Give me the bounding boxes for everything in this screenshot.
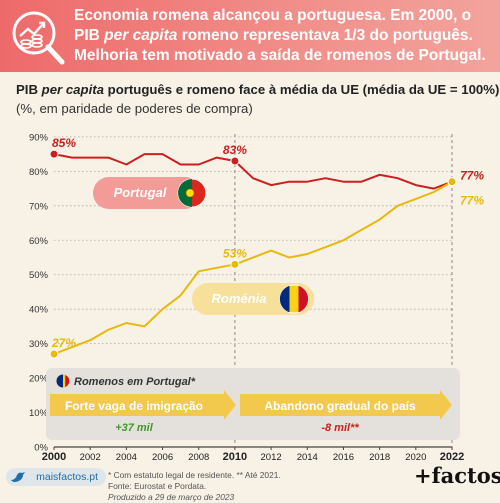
romania-label: Roménia <box>212 291 267 306</box>
chart-subtitle: PIB per capita português e romeno face à… <box>16 80 500 118</box>
growth-chart-magnifier-icon <box>12 11 65 65</box>
series-line-portugal <box>53 153 453 190</box>
x-tick-label: 2022 <box>440 451 464 463</box>
x-tick-label: 2010 <box>223 451 247 463</box>
footnote: * Com estatuto legal de residente. ** At… <box>108 470 281 503</box>
header-line-1: Economia romena alcançou a portuguesa. E… <box>74 7 472 24</box>
site-label[interactable]: maisfactos.pt <box>6 468 106 486</box>
flag-emblem <box>185 188 195 198</box>
flag-blue <box>56 374 63 388</box>
footnote-line-1: * Com estatuto legal de residente. ** At… <box>108 470 281 480</box>
x-tick-label: 2020 <box>405 452 426 463</box>
flag-blue <box>279 285 290 313</box>
subtitle-line-2: (%, em paridade de poderes de compra) <box>16 101 253 116</box>
y-tick-label: 30% <box>29 339 49 350</box>
x-tick-label: 2018 <box>369 452 390 463</box>
data-label: 53% <box>223 246 247 260</box>
data-point <box>49 349 59 359</box>
bird-icon <box>11 472 25 482</box>
y-tick-label: 60% <box>29 236 49 247</box>
x-tick-label: 2002 <box>80 452 101 463</box>
header-title: Economia romena alcançou a portuguesa. E… <box>74 6 496 66</box>
footnote-line-2: Fonte: Eurostat e Pordata. Produzido a 2… <box>108 481 235 502</box>
subtitle-line-1: PIB per capita português e romeno face à… <box>16 82 500 97</box>
y-tick-label: 50% <box>29 270 49 281</box>
data-label: 85% <box>52 136 76 150</box>
data-point <box>230 156 240 166</box>
data-point <box>49 149 59 159</box>
flag-red <box>65 375 70 387</box>
data-label: 27% <box>51 336 76 350</box>
phase-2-value: -8 mil** <box>321 422 359 434</box>
header-line-2: PIB per capita romeno representava 1/3 d… <box>74 27 473 44</box>
brand-logo: +factos <box>414 463 500 488</box>
y-tick-label: 20% <box>29 374 49 385</box>
x-tick-label: 2014 <box>297 452 318 463</box>
x-tick-label: 2016 <box>333 452 354 463</box>
x-tick-label: 2004 <box>116 452 137 463</box>
x-tick-label: 2006 <box>152 452 173 463</box>
series-line-roménia <box>53 180 453 355</box>
x-tick-label: 2000 <box>42 451 66 463</box>
portugal-series-label: Portugal <box>93 177 207 209</box>
data-point <box>230 259 240 269</box>
header-line-3: Melhoria tem motivado a saída de romenos… <box>74 47 486 64</box>
data-label: 77% <box>460 194 484 208</box>
pill-bg <box>93 177 201 209</box>
x-tick-label: 2008 <box>188 452 209 463</box>
migration-title: Romenos em Portugal* <box>74 376 196 388</box>
data-label: 77% <box>460 169 484 183</box>
flag-green <box>178 179 192 207</box>
site-link[interactable]: maisfactos.pt <box>6 468 116 486</box>
header-banner: Economia romena alcançou a portuguesa. E… <box>0 0 500 72</box>
data-point <box>447 177 457 187</box>
romania-flag-icon-large <box>279 284 309 314</box>
portugal-flag-icon <box>177 178 207 208</box>
y-tick-label: 80% <box>29 167 49 178</box>
y-tick-label: 90% <box>29 132 49 143</box>
flag-red <box>298 285 309 313</box>
phase-1-label: Forte vaga de imigração <box>65 399 203 413</box>
x-tick-label: 2012 <box>261 452 282 463</box>
y-tick-label: 0% <box>34 443 48 454</box>
y-tick-label: 10% <box>29 408 49 419</box>
phase-2-label: Abandono gradual do país <box>264 399 416 413</box>
y-tick-label: 40% <box>29 305 49 316</box>
data-label: 83% <box>223 143 247 157</box>
arrow-phase-2 <box>240 390 452 420</box>
phase-1-value: +37 mil <box>115 422 154 434</box>
portugal-label: Portugal <box>114 185 167 200</box>
y-tick-label: 70% <box>29 201 49 212</box>
romania-flag-icon <box>56 374 70 388</box>
romania-series-label: Roménia <box>192 283 314 315</box>
arrow-phase-1 <box>50 390 236 420</box>
